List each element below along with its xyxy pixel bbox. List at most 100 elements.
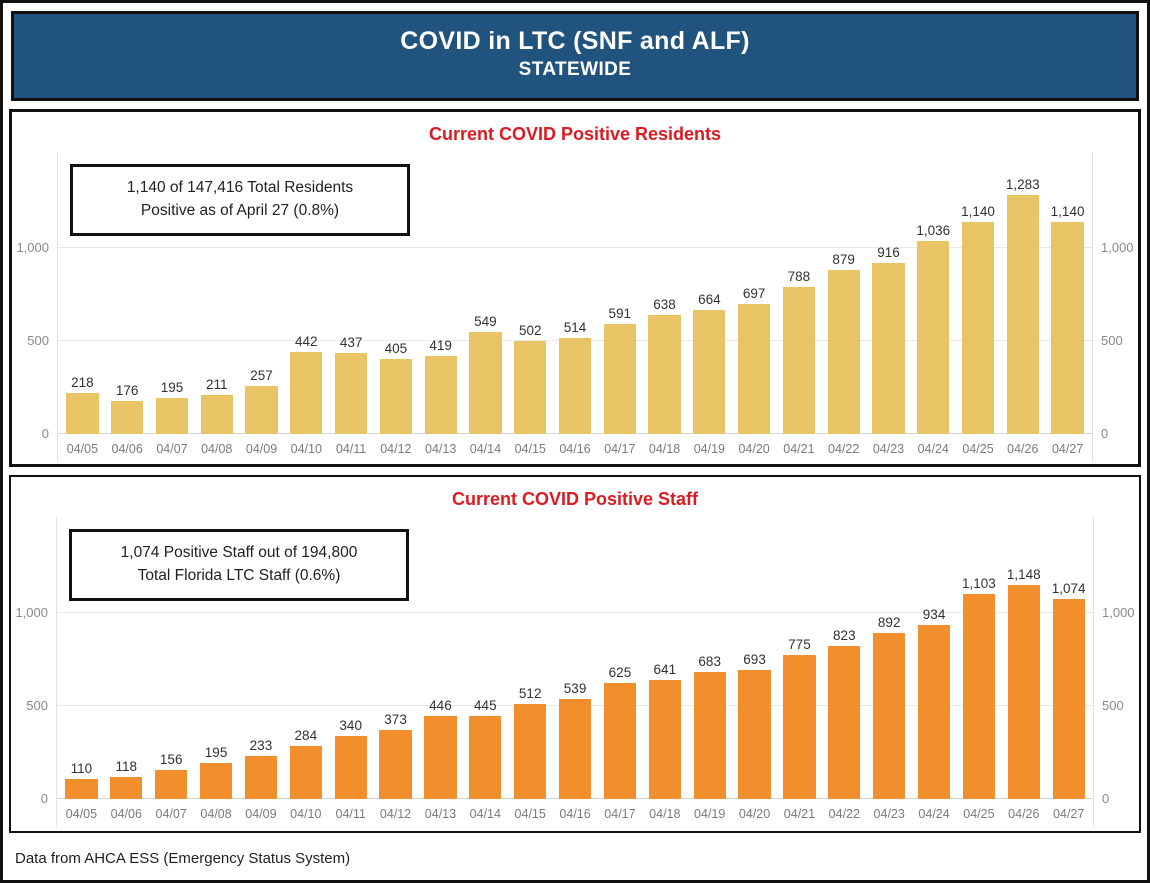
x-axis-label-04-20: 04/20 — [738, 807, 771, 821]
bar-value-label: 284 — [294, 728, 318, 744]
bar-04-21[interactable] — [782, 287, 815, 434]
bar-04-24[interactable] — [917, 241, 950, 434]
y-axis-tick-label: 1,000 — [1101, 239, 1134, 255]
x-axis-label-04-06: 04/06 — [110, 807, 142, 821]
x-axis-label-04-17: 04/17 — [604, 807, 636, 821]
bar-04-26[interactable] — [1006, 195, 1039, 434]
bar-04-15[interactable] — [514, 340, 547, 434]
x-axis-label-04-09: 04/09 — [245, 807, 277, 821]
y-axis-tick-label: 500 — [1102, 697, 1124, 713]
x-axis-label-04-14: 04/14 — [469, 807, 501, 821]
bar-column-04-13: 419 — [418, 164, 463, 434]
bar-column-04-05: 110 — [59, 529, 104, 799]
bar-04-11[interactable] — [334, 352, 368, 434]
bar-04-07[interactable] — [155, 770, 188, 799]
bar-value-label: 683 — [698, 653, 721, 669]
bar-04-07[interactable] — [155, 397, 189, 434]
staff-y-axis-left: 0 500 1,000 — [11, 517, 57, 827]
bar-04-17[interactable] — [603, 682, 637, 799]
bar-column-04-25: 1,140 — [956, 164, 1001, 434]
bar-04-27[interactable] — [1052, 599, 1085, 799]
bar-04-13[interactable] — [424, 716, 457, 799]
staff-chart-title: Current COVID Positive Staff — [451, 489, 699, 509]
bar-04-06[interactable] — [111, 401, 144, 434]
bar-04-06[interactable] — [110, 777, 143, 799]
residents-chart-title: Current COVID Positive Residents — [428, 124, 722, 144]
bar-04-22[interactable] — [828, 645, 861, 799]
bar-04-09[interactable] — [245, 386, 278, 434]
bar-04-18[interactable] — [648, 315, 681, 434]
bar-value-label: 1,036 — [916, 223, 951, 239]
bar-value-label: 257 — [250, 368, 273, 384]
bar-04-25[interactable] — [961, 221, 995, 434]
bar-value-label: 445 — [474, 698, 497, 714]
bar-value-label: 1,283 — [1005, 177, 1040, 193]
bar-column-04-21: 788 — [777, 164, 822, 434]
x-axis-label-04-18: 04/18 — [648, 442, 681, 456]
bar-column-04-14: 549 — [463, 164, 508, 434]
x-axis-label-04-06: 04/06 — [111, 442, 143, 456]
x-axis-label-04-24: 04/24 — [918, 807, 950, 821]
bar-column-04-19: 664 — [687, 164, 732, 434]
residents-annotation-line1: 1,140 of 147,416 Total Residents — [126, 179, 354, 196]
bars-container: 218 176 195 211 257 442 437 405 419 549 502 514 591 6… — [60, 164, 1090, 434]
bar-04-12[interactable] — [379, 729, 412, 799]
y-axis-tick-label: 500 — [1101, 332, 1123, 348]
bar-04-10[interactable] — [289, 746, 322, 799]
x-axis-label-04-26: 04/26 — [1008, 807, 1040, 821]
bar-value-label: 340 — [339, 717, 362, 733]
bar-04-13[interactable] — [424, 356, 457, 434]
x-axis-label-04-19: 04/19 — [694, 807, 726, 821]
bar-04-11[interactable] — [334, 735, 367, 799]
bar-column-04-08: 211 — [194, 164, 239, 434]
x-axis-label-04-20: 04/20 — [738, 442, 770, 456]
bar-04-20[interactable] — [737, 304, 771, 434]
bar-04-15[interactable] — [514, 703, 547, 799]
bar-04-25[interactable] — [962, 593, 996, 799]
bar-04-12[interactable] — [379, 358, 412, 434]
residents-plot-area: 218 176 195 211 257 442 437 405 419 549 502 514 591 6… — [58, 152, 1092, 462]
x-axis-label-04-16: 04/16 — [559, 442, 591, 456]
bars-container: 110 118 156 195 233 284 340 373 446 445 512 539 625 6… — [59, 529, 1091, 799]
bar-04-18[interactable] — [648, 679, 681, 799]
bar-04-08[interactable] — [200, 394, 233, 434]
bar-04-08[interactable] — [199, 762, 233, 799]
bar-04-21[interactable] — [783, 654, 816, 799]
bar-value-label: 892 — [877, 614, 901, 630]
x-axis-label-04-21: 04/21 — [783, 807, 816, 821]
x-axis-label-04-27: 04/27 — [1051, 442, 1084, 456]
bar-04-19[interactable] — [693, 310, 726, 434]
bar-04-19[interactable] — [693, 671, 726, 799]
bar-04-26[interactable] — [1007, 585, 1040, 799]
bar-04-20[interactable] — [738, 670, 771, 799]
bar-value-label: 664 — [698, 292, 721, 308]
bar-04-16[interactable] — [558, 338, 592, 434]
bar-value-label: 512 — [518, 685, 542, 701]
bar-04-16[interactable] — [558, 698, 592, 799]
bar-04-05[interactable] — [66, 393, 99, 434]
staff-annotation-box: 1,074 Positive Staff out of 194,800 Tota… — [69, 529, 409, 601]
bar-04-10[interactable] — [290, 351, 323, 434]
bar-04-27[interactable] — [1051, 221, 1084, 434]
bar-04-14[interactable] — [469, 716, 502, 799]
bar-column-04-11: 340 — [328, 529, 373, 799]
y-axis-tick-label: 0 — [1101, 426, 1109, 441]
bar-value-label: 195 — [160, 379, 184, 395]
bar-04-24[interactable] — [917, 625, 951, 799]
staff-y-axis-right: 0 500 1,000 — [1093, 517, 1139, 827]
bar-column-04-15: 512 — [508, 529, 553, 799]
bar-04-23[interactable] — [872, 263, 905, 434]
bar-04-05[interactable] — [65, 778, 98, 799]
bar-value-label: 879 — [832, 252, 855, 268]
bar-04-09[interactable] — [244, 755, 278, 799]
x-axis-labels: 04/05 04/06 04/07 04/08 04/09 04/10 04/11 04/12… — [60, 434, 1090, 462]
bar-column-04-08: 195 — [194, 529, 239, 799]
bar-value-label: 195 — [204, 744, 228, 760]
bar-04-17[interactable] — [603, 324, 636, 434]
bar-04-22[interactable] — [827, 270, 860, 434]
bar-column-04-24: 1,036 — [911, 164, 956, 434]
bar-04-14[interactable] — [469, 331, 502, 434]
bar-04-23[interactable] — [873, 632, 906, 799]
bar-value-label: 1,074 — [1051, 581, 1086, 596]
bar-column-04-17: 591 — [597, 164, 642, 434]
